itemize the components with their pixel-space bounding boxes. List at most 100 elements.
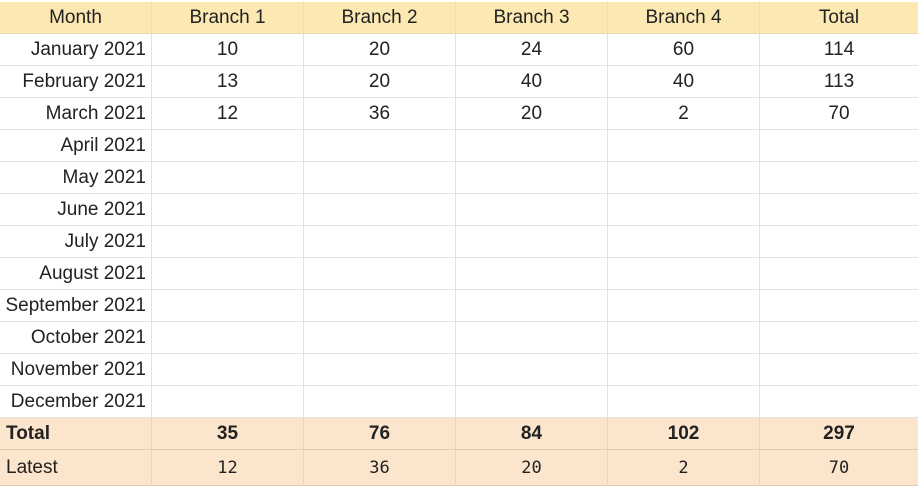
header-month-cell[interactable]: Month (0, 2, 152, 34)
branch4-cell[interactable] (608, 354, 760, 386)
month-cell[interactable]: June 2021 (0, 194, 152, 226)
branch3-cell[interactable] (456, 354, 608, 386)
branch2-cell[interactable] (304, 130, 456, 162)
branch2-cell[interactable] (304, 226, 456, 258)
month-cell[interactable]: January 2021 (0, 34, 152, 66)
branch4-cell[interactable] (608, 226, 760, 258)
total-cell[interactable] (760, 290, 918, 322)
branch1-cell[interactable] (152, 226, 304, 258)
header-branch3-cell[interactable]: Branch 3 (456, 2, 608, 34)
table-row: January 2021 10 20 24 60 114 (0, 34, 918, 66)
branch3-cell[interactable] (456, 130, 608, 162)
branch1-cell[interactable]: 13 (152, 66, 304, 98)
branch3-cell[interactable] (456, 162, 608, 194)
branch2-cell[interactable]: 20 (304, 34, 456, 66)
header-row: Month Branch 1 Branch 2 Branch 3 Branch … (0, 2, 918, 34)
branch4-cell[interactable] (608, 162, 760, 194)
total-cell[interactable]: 70 (760, 98, 918, 130)
branch3-cell[interactable] (456, 258, 608, 290)
latest-branch2-cell[interactable]: 36 (304, 450, 456, 486)
branch1-cell[interactable] (152, 194, 304, 226)
month-cell[interactable]: May 2021 (0, 162, 152, 194)
header-branch1-cell[interactable]: Branch 1 (152, 2, 304, 34)
month-cell[interactable]: October 2021 (0, 322, 152, 354)
branch3-cell[interactable] (456, 322, 608, 354)
totals-grand-cell[interactable]: 297 (760, 418, 918, 450)
branch1-cell[interactable] (152, 290, 304, 322)
branch2-cell[interactable]: 20 (304, 66, 456, 98)
branch2-cell[interactable] (304, 162, 456, 194)
branch2-cell[interactable] (304, 322, 456, 354)
totals-row: Total 35 76 84 102 297 (0, 418, 918, 450)
table-row: June 2021 (0, 194, 918, 226)
branch1-cell[interactable] (152, 162, 304, 194)
totals-branch4-cell[interactable]: 102 (608, 418, 760, 450)
branch2-cell[interactable] (304, 354, 456, 386)
total-cell[interactable] (760, 258, 918, 290)
month-cell[interactable]: July 2021 (0, 226, 152, 258)
month-cell[interactable]: April 2021 (0, 130, 152, 162)
branch3-cell[interactable]: 24 (456, 34, 608, 66)
branch2-cell[interactable] (304, 194, 456, 226)
totals-branch2-cell[interactable]: 76 (304, 418, 456, 450)
month-cell[interactable]: February 2021 (0, 66, 152, 98)
branch1-cell[interactable] (152, 258, 304, 290)
table-row: October 2021 (0, 322, 918, 354)
latest-branch1-cell[interactable]: 12 (152, 450, 304, 486)
branch3-cell[interactable] (456, 194, 608, 226)
branch3-cell[interactable] (456, 290, 608, 322)
branch1-cell[interactable]: 12 (152, 98, 304, 130)
branch2-cell[interactable]: 36 (304, 98, 456, 130)
totals-branch1-cell[interactable]: 35 (152, 418, 304, 450)
branch4-cell[interactable]: 40 (608, 66, 760, 98)
header-branch4-cell[interactable]: Branch 4 (608, 2, 760, 34)
branch4-cell[interactable]: 2 (608, 98, 760, 130)
month-cell[interactable]: August 2021 (0, 258, 152, 290)
month-cell[interactable]: March 2021 (0, 98, 152, 130)
branch4-cell[interactable] (608, 258, 760, 290)
branch3-cell[interactable]: 40 (456, 66, 608, 98)
branch1-cell[interactable] (152, 354, 304, 386)
header-branch2-cell[interactable]: Branch 2 (304, 2, 456, 34)
month-cell[interactable]: November 2021 (0, 354, 152, 386)
branch1-cell[interactable] (152, 386, 304, 418)
total-cell[interactable] (760, 354, 918, 386)
table-row: July 2021 (0, 226, 918, 258)
total-cell[interactable] (760, 130, 918, 162)
branch1-cell[interactable] (152, 322, 304, 354)
table-row: December 2021 (0, 386, 918, 418)
branch4-cell[interactable] (608, 322, 760, 354)
branch4-cell[interactable]: 60 (608, 34, 760, 66)
branch2-cell[interactable] (304, 290, 456, 322)
total-cell[interactable]: 113 (760, 66, 918, 98)
branch1-cell[interactable] (152, 130, 304, 162)
branch4-cell[interactable] (608, 130, 760, 162)
table-row: February 2021 13 20 40 40 113 (0, 66, 918, 98)
totals-branch3-cell[interactable]: 84 (456, 418, 608, 450)
branch4-cell[interactable] (608, 290, 760, 322)
month-cell[interactable]: September 2021 (0, 290, 152, 322)
latest-label-cell[interactable]: Latest (0, 450, 152, 486)
branch4-cell[interactable] (608, 386, 760, 418)
branch2-cell[interactable] (304, 386, 456, 418)
latest-total-cell[interactable]: 70 (760, 450, 918, 486)
branch3-cell[interactable] (456, 386, 608, 418)
month-cell[interactable]: December 2021 (0, 386, 152, 418)
branch1-cell[interactable]: 10 (152, 34, 304, 66)
branch2-cell[interactable] (304, 258, 456, 290)
total-cell[interactable] (760, 162, 918, 194)
latest-branch3-cell[interactable]: 20 (456, 450, 608, 486)
total-cell[interactable] (760, 226, 918, 258)
latest-branch4-cell[interactable]: 2 (608, 450, 760, 486)
total-cell[interactable] (760, 386, 918, 418)
totals-label-cell[interactable]: Total (0, 418, 152, 450)
header-total-cell[interactable]: Total (760, 2, 918, 34)
branch4-cell[interactable] (608, 194, 760, 226)
table-row: September 2021 (0, 290, 918, 322)
total-cell[interactable] (760, 322, 918, 354)
total-cell[interactable] (760, 194, 918, 226)
total-cell[interactable]: 114 (760, 34, 918, 66)
branch3-cell[interactable]: 20 (456, 98, 608, 130)
branch3-cell[interactable] (456, 226, 608, 258)
